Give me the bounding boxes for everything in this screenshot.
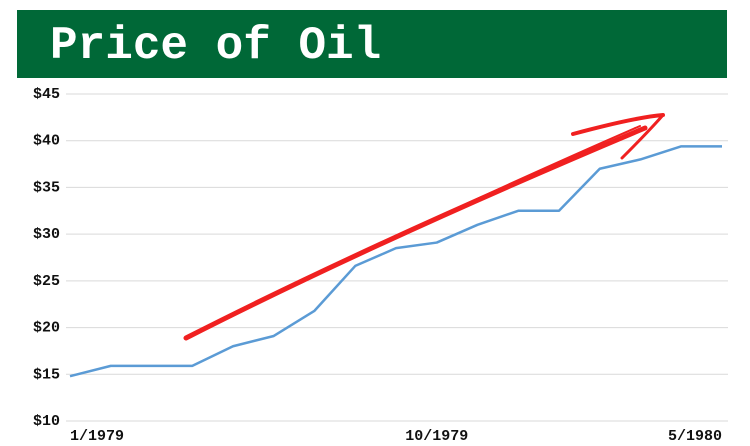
- x-tick-label: 5/1980: [668, 428, 722, 445]
- y-tick-label: $45: [33, 86, 60, 103]
- y-tick-label: $40: [33, 133, 60, 150]
- chart-title: Price of Oil: [50, 20, 381, 72]
- arrow-annotation: [183, 113, 665, 341]
- y-tick-label: $30: [33, 226, 60, 243]
- title-bar: [17, 10, 727, 78]
- grid: [66, 93, 728, 422]
- y-tick-label: $25: [33, 273, 60, 290]
- y-tick-label: $10: [33, 413, 60, 430]
- y-tick-label: $20: [33, 320, 60, 337]
- x-tick-label: 10/1979: [405, 428, 468, 445]
- y-tick-label: $15: [33, 366, 60, 383]
- line-series: [69, 145, 722, 378]
- x-tick-label: 1/1979: [70, 428, 124, 445]
- y-tick-label: $35: [33, 179, 60, 196]
